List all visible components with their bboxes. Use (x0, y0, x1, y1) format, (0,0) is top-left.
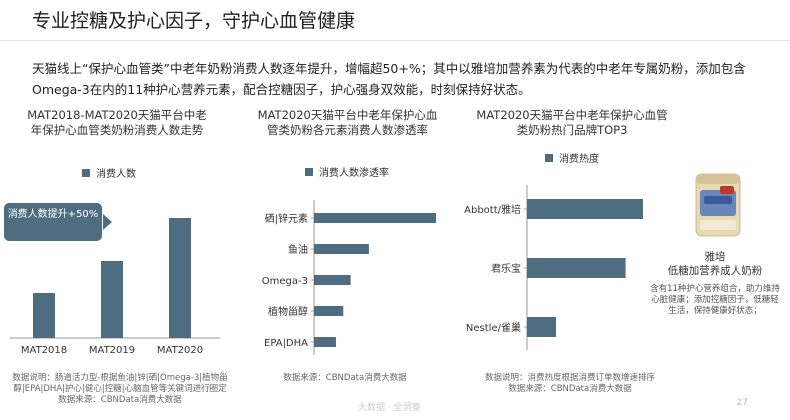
bar-君乐宝 (527, 258, 626, 278)
chart2-legend: 消费人数渗透率 (305, 164, 389, 179)
y-tick-label: 植物甾醇 (268, 305, 308, 318)
product-brand: 雅培 (704, 251, 726, 263)
chart3-title: MAT2020天猫平台中老年保护心血管类奶粉热门品牌TOP3 (476, 108, 668, 137)
legend-swatch (545, 153, 553, 162)
x-tick-label: MAT2020 (157, 345, 203, 356)
legend-swatch (305, 167, 313, 176)
page-title: 专业控糖及护心因子，守护心血管健康 (32, 10, 356, 32)
y-tick-label: 君乐宝 (491, 262, 521, 275)
chart3-legend: 消费热度 (545, 150, 599, 165)
chart1-title: MAT2018-MAT2020天猫平台中老年保护心血管类奶粉消费人数走势 (27, 108, 207, 137)
chart1-legend-label: 消费人数 (96, 169, 136, 180)
y-tick-label: Nestle/雀巢 (466, 321, 521, 334)
chart2-title: MAT2020天猫平台中老年保护心血管类奶粉各元素消费人数渗透率 (257, 108, 438, 137)
product-name: 低糖加营养成人奶粉 (667, 265, 763, 277)
bar-EPA|DHA (314, 337, 336, 347)
growth-callout: 消费人数提升+50% (4, 203, 102, 241)
y-tick-label: 鱼油 (288, 243, 308, 256)
y-tick-label: EPA|DHA (264, 338, 308, 349)
y-tick-label: Abbott/雅培 (464, 203, 521, 216)
legend-swatch (82, 168, 90, 177)
chart1-source: 数据来源：CBNData消费大数据 (58, 395, 182, 405)
chart3-source: 数据来源：CBNData消费大数据 (508, 384, 632, 394)
x-tick-label: MAT2018 (21, 345, 67, 356)
chart3-legend-label: 消费热度 (559, 154, 599, 165)
bar-MAT2018 (33, 293, 55, 338)
bar-鱼油 (314, 244, 369, 254)
summary-text: 天猫线上“保护心血管类”中老年奶粉消费人数逐年提升，增幅超50+%；其中以雅培加… (32, 61, 746, 97)
chart3-footnote: 数据说明：消费热度根据消费订单数增速排序 (484, 373, 655, 383)
bar-MAT2019 (101, 261, 123, 338)
chart2-source: 数据来源：CBNData消费大数据 (283, 373, 407, 383)
chart1-footnote: 数据说明：肠道活力型-根据鱼油|锌|硒|Omega-3|植物甾醇|EPA|DHA… (12, 373, 228, 394)
bar-植物甾醇 (314, 306, 344, 316)
x-tick-label: MAT2019 (89, 345, 135, 356)
milk-powder-can-image (695, 173, 741, 237)
page-number: 27 (736, 398, 748, 408)
chart1-plot: MAT2018 MAT2019 MAT2020 (10, 218, 220, 356)
bar-MAT2020 (169, 218, 191, 338)
chart2-legend-label: 消费人数渗透率 (319, 168, 389, 179)
product-description: 含有11种护心营养组合，助力维持心脏健康；添加控糖因子，低糖轻生活，保持健康好状… (650, 284, 780, 316)
title-divider (0, 40, 790, 41)
chart1-legend: 消费人数 (82, 165, 136, 180)
watermark: 大数据 · 全洞察 (358, 403, 421, 413)
bar-Nestle/雀巢 (527, 317, 556, 337)
bar-硒|锌元素 (314, 213, 436, 223)
y-tick-label: Omega-3 (262, 276, 308, 287)
bar-Abbott/雅培 (527, 199, 643, 219)
y-tick-label: 硒|锌元素 (265, 212, 308, 225)
callout-arrow (103, 214, 112, 230)
bar-Omega-3 (314, 275, 351, 285)
